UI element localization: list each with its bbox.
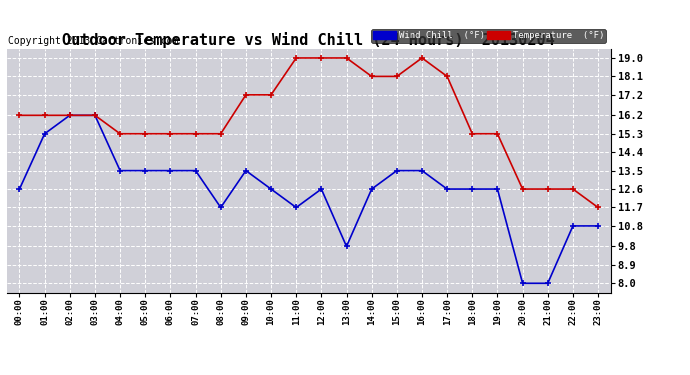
Title: Outdoor Temperature vs Wind Chill (24 Hours)  20130204: Outdoor Temperature vs Wind Chill (24 Ho…: [62, 32, 555, 48]
Text: Copyright 2013 Cartronics.com: Copyright 2013 Cartronics.com: [8, 36, 178, 46]
Legend: Wind Chill  (°F), Temperature  (°F): Wind Chill (°F), Temperature (°F): [371, 29, 606, 42]
